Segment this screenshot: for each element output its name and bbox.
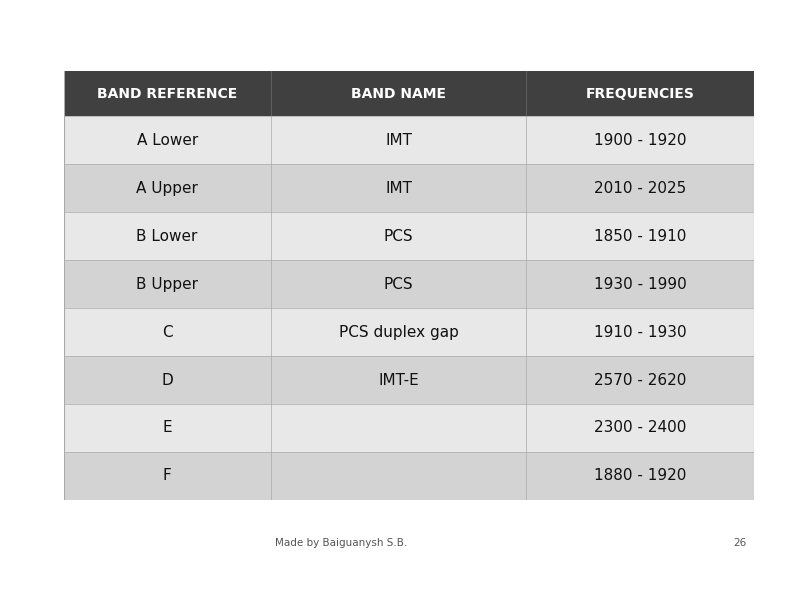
Bar xyxy=(64,404,754,452)
Text: A Lower: A Lower xyxy=(137,133,198,148)
Text: Frequency Bands - TDD: Frequency Bands - TDD xyxy=(120,61,547,96)
Text: A Upper: A Upper xyxy=(137,181,198,196)
Text: 1880 - 1920: 1880 - 1920 xyxy=(594,468,687,483)
Text: E: E xyxy=(162,421,172,436)
Text: 2300 - 2400: 2300 - 2400 xyxy=(594,421,687,436)
Text: 1930 - 1990: 1930 - 1990 xyxy=(594,277,687,292)
Text: BAND REFERENCE: BAND REFERENCE xyxy=(97,87,237,101)
Text: FREQUENCIES: FREQUENCIES xyxy=(586,87,695,101)
Bar xyxy=(64,308,754,356)
Bar xyxy=(64,356,754,404)
Text: BAND NAME: BAND NAME xyxy=(351,87,446,101)
Text: 1910 - 1930: 1910 - 1930 xyxy=(594,325,687,340)
Text: 26: 26 xyxy=(733,538,746,547)
Bar xyxy=(64,260,754,308)
Text: 2010 - 2025: 2010 - 2025 xyxy=(594,181,687,196)
Text: 1900 - 1920: 1900 - 1920 xyxy=(594,133,687,148)
Bar xyxy=(64,212,754,260)
Text: F: F xyxy=(163,468,172,483)
Text: D: D xyxy=(161,372,173,387)
Text: IMT-E: IMT-E xyxy=(378,372,419,387)
Text: Made by Baiguanysh S.B.: Made by Baiguanysh S.B. xyxy=(276,538,407,547)
Bar xyxy=(64,117,754,164)
Text: 2570 - 2620: 2570 - 2620 xyxy=(594,372,687,387)
Text: 1850 - 1910: 1850 - 1910 xyxy=(594,229,687,244)
Text: PCS: PCS xyxy=(384,229,414,244)
Bar xyxy=(64,71,754,117)
Text: PCS: PCS xyxy=(384,277,414,292)
Text: IMT: IMT xyxy=(385,133,412,148)
Text: IMT: IMT xyxy=(385,181,412,196)
Text: B Upper: B Upper xyxy=(136,277,198,292)
Bar xyxy=(64,164,754,212)
Text: B Lower: B Lower xyxy=(137,229,198,244)
Text: PCS duplex gap: PCS duplex gap xyxy=(338,325,458,340)
Text: C: C xyxy=(162,325,172,340)
Bar xyxy=(64,452,754,500)
